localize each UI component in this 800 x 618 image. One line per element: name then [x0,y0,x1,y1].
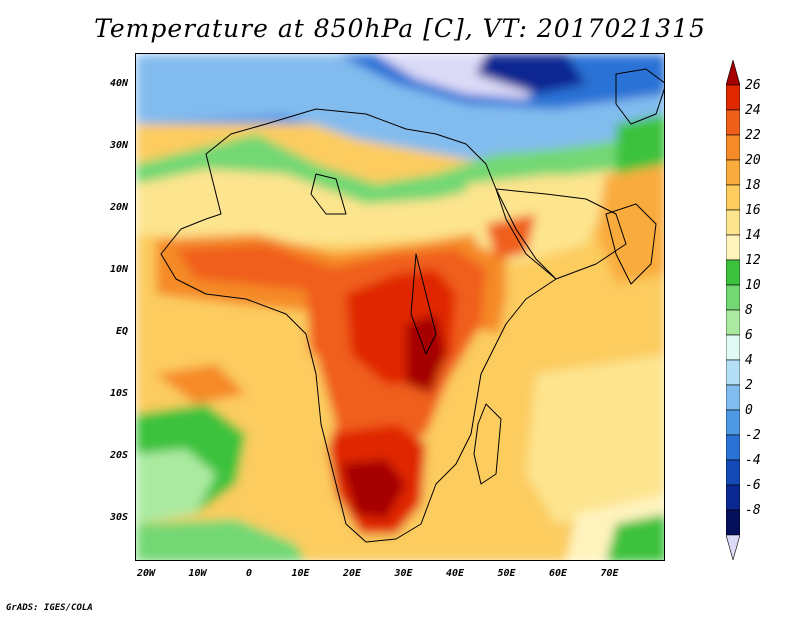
map-title: Temperature at 850hPa [C], VT: 201702131… [94,14,706,43]
colorbar-label: 16 [745,203,761,218]
latitude-label: 20N [109,202,128,213]
colorbar-swatch [726,409,740,436]
latitude-label: EQ [115,326,128,337]
colorbar-label: 12 [745,253,761,268]
grads-credit: GrADS: IGES/COLA [6,603,93,613]
colorbar-swatch [726,484,740,511]
colorbar-label: 6 [745,328,753,343]
latitude-label: 20S [109,450,128,461]
latitude-label: 10N [109,264,128,275]
colorbar-swatch [726,334,740,361]
longitude-label: 40E [445,568,465,579]
colorbar-swatch [726,259,740,286]
colorbar-label: 10 [745,278,761,293]
longitude-label: 10E [291,568,310,579]
colorbar-swatch [726,459,740,486]
colorbar-swatch [726,284,740,311]
longitude-label: 0 [245,568,253,579]
coastlines [160,68,664,543]
colorbar-label: 22 [745,128,761,143]
colorbar-label: -4 [745,453,761,468]
colorbar-label: 2 [745,378,753,393]
colorbar-swatch [726,384,740,411]
latitude-label: 30N [109,140,128,151]
colorbar-swatch [726,159,740,186]
latitude-label: 30S [109,512,128,523]
colorbar-swatch [726,84,740,111]
colorbar-label: -2 [745,428,761,443]
latitude-label: 40N [109,78,128,89]
colorbar-label: -8 [745,503,761,518]
longitude-label: 20E [342,568,362,579]
colorbar-label: 26 [745,78,761,93]
colorbar-swatch [726,109,740,136]
colorbar-label: 8 [745,303,753,318]
colorbar-swatch [726,309,740,336]
colorbar-swatch [726,134,740,161]
latitude-label: 10S [109,388,128,399]
colorbar-label: 0 [745,403,753,418]
longitude-label: 20W [136,568,156,579]
longitude-label: 60E [548,568,568,579]
colorbar-label: 14 [745,228,761,243]
longitude-label: 70E [600,568,619,579]
longitude-label: 50E [497,568,516,579]
colorbar-swatch [726,209,740,236]
colorbar-swatch [726,359,740,386]
colorbar-label: 4 [745,353,753,368]
colorbar-swatch [726,184,740,211]
colorbar-label: 18 [745,178,761,193]
colorbar [726,60,740,560]
colorbar-swatch [726,234,740,261]
colorbar-label: -6 [745,478,761,493]
colorbar-swatch [726,60,740,86]
map-panel[interactable] [135,53,665,561]
temperature-map [136,54,664,560]
shaded-temperature-field [136,54,664,560]
longitude-label: 10W [188,568,207,579]
colorbar-swatch [726,534,740,560]
colorbar-label: 24 [745,103,761,118]
colorbar-swatch [726,434,740,461]
colorbar-swatch [726,509,740,536]
colorbar-label: 20 [745,153,761,168]
longitude-label: 30E [394,568,413,579]
